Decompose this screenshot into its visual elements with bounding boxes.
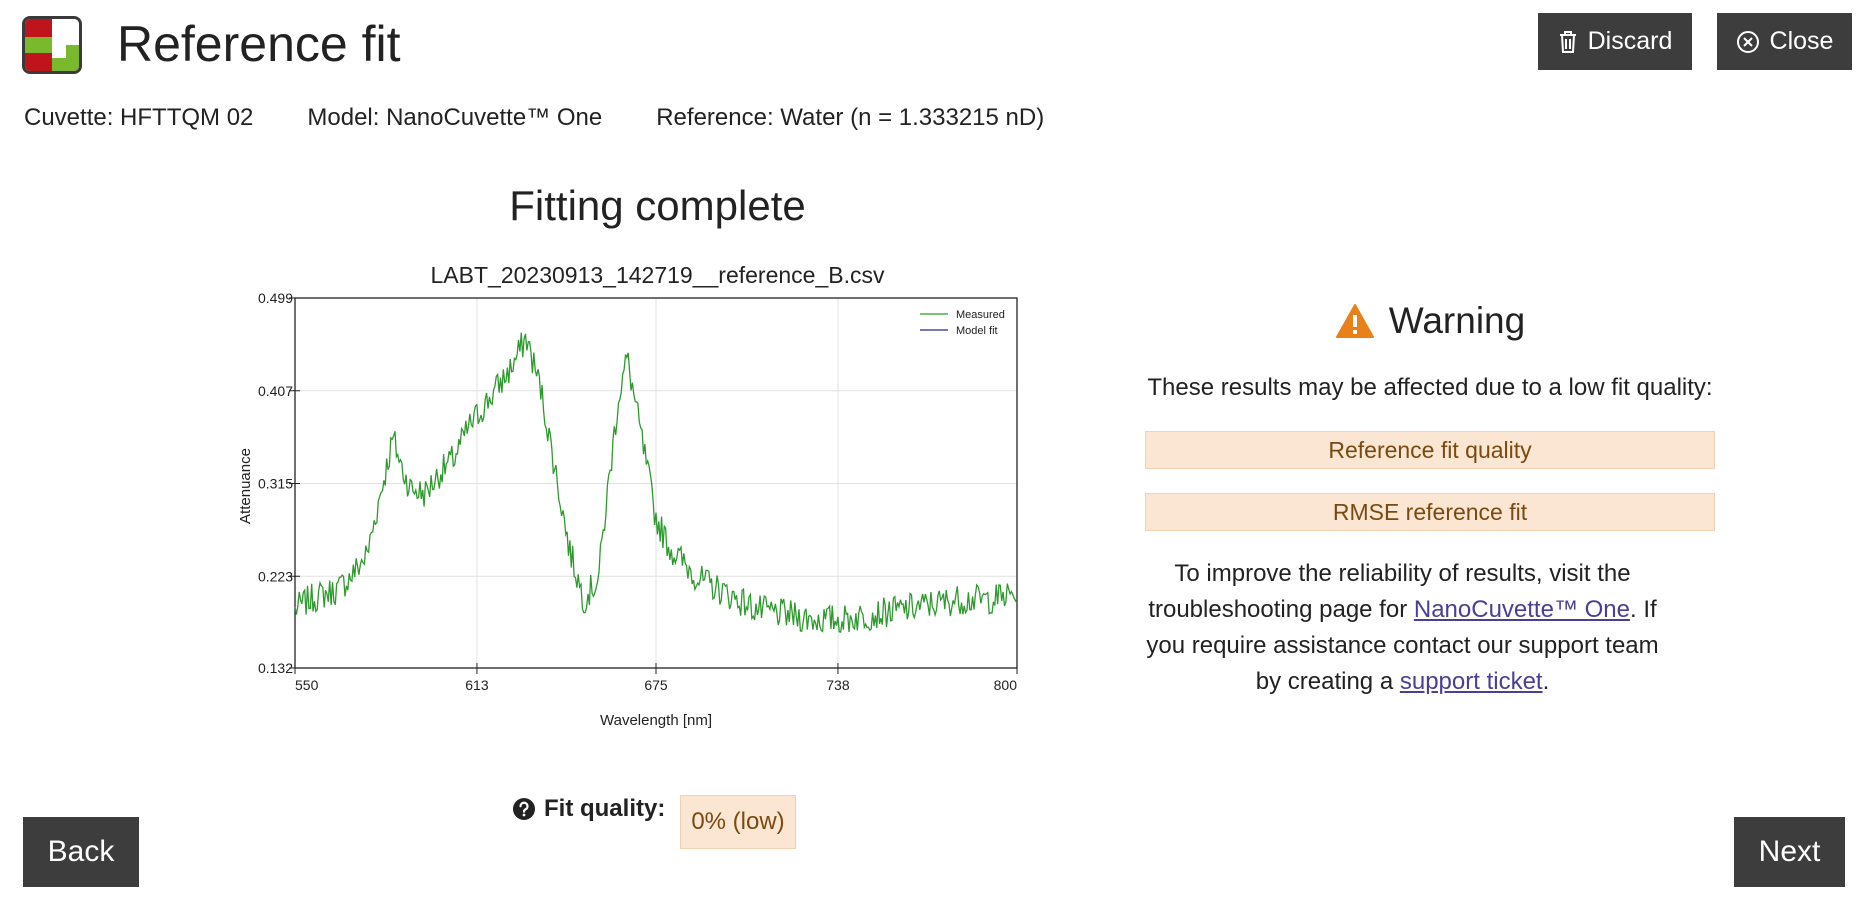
spectrum-chart: 0.132 0.223 0.315 0.407 0.499 550 613 675 738 80…: [237, 290, 1018, 729]
logo-square-white: [52, 19, 79, 45]
chart-title: LABT_20230913_142719__reference_B.csv: [430, 262, 885, 288]
warning-item-rmse-reference-fit: RMSE reference fit: [1145, 493, 1715, 531]
x-axis-label: Wavelength [nm]: [600, 712, 712, 729]
cuvette-info: Cuvette: HFTTQM 02: [24, 104, 254, 131]
cuvette-meta: Cuvette: HFTTQM 02 Model: NanoCuvette™ O…: [24, 104, 1044, 132]
discard-label: Discard: [1587, 27, 1673, 55]
close-circle-icon: [1736, 30, 1759, 53]
page-title: Reference fit: [117, 16, 401, 72]
back-button[interactable]: Back: [23, 817, 139, 887]
help-text: To improve the reliability of results, v…: [1145, 556, 1660, 700]
x-tick-label: 613: [465, 677, 489, 693]
fitting-status-title: Fitting complete: [509, 182, 806, 229]
logo-notch: [52, 45, 66, 58]
troubleshooting-link[interactable]: NanoCuvette™ One: [1413, 596, 1630, 623]
support-ticket-link[interactable]: support ticket: [1399, 668, 1543, 695]
help-text-3: .: [1542, 668, 1550, 695]
help-text-1: To improve the reliability of results, v…: [1148, 560, 1631, 623]
measured-series-line: [294, 332, 1018, 633]
close-button[interactable]: Close: [1717, 13, 1852, 70]
chart-legend: Measured Model fit: [920, 309, 1005, 337]
x-tick-label: 675: [644, 677, 668, 693]
warning-title: Warning: [1388, 300, 1526, 341]
fit-quality-label-group: Fit quality:: [512, 795, 665, 823]
y-axis-label: Attenuance: [237, 448, 254, 524]
warning-heading: Warning: [1145, 300, 1715, 342]
trash-icon: [1559, 30, 1576, 53]
warning-subtitle: These results may be affected due to a l…: [1147, 374, 1713, 401]
fit-quality-label: Fit quality:: [544, 795, 666, 822]
fit-quality-value: 0% (low): [680, 795, 796, 849]
close-label: Close: [1769, 27, 1834, 55]
y-tick-label: 0.407: [258, 383, 293, 399]
x-tick-label: 738: [826, 677, 850, 693]
logo-stripe: [25, 37, 52, 53]
discard-button[interactable]: Discard: [1538, 13, 1692, 70]
y-tick-label: 0.132: [258, 660, 293, 676]
warning-item-reference-fit-quality: Reference fit quality: [1145, 431, 1715, 469]
y-tick-label: 0.223: [258, 568, 293, 584]
help-circle-icon[interactable]: [512, 797, 536, 821]
chart-grid: [295, 298, 1017, 668]
help-text-2: . If you require assistance contact our …: [1146, 596, 1659, 695]
app-logo: [22, 16, 82, 74]
warning-triangle-icon: [1335, 304, 1374, 338]
reference-info: Reference: Water (n = 1.333215 nD): [656, 104, 1045, 131]
legend-model-fit: Model fit: [956, 325, 998, 337]
logo-bottom-red: [25, 52, 52, 71]
x-axis-ticks: 550 613 675 738 800: [294, 663, 1018, 693]
y-tick-label: 0.499: [258, 290, 293, 306]
y-tick-label: 0.315: [258, 476, 293, 492]
x-tick-label: 800: [994, 677, 1018, 693]
legend-measured: Measured: [956, 309, 1005, 321]
x-tick-label: 550: [295, 677, 319, 693]
model-info: Model: NanoCuvette™ One: [307, 104, 603, 131]
y-axis-ticks: 0.132 0.223 0.315 0.407 0.499: [258, 290, 300, 676]
next-button[interactable]: Next: [1734, 817, 1845, 887]
